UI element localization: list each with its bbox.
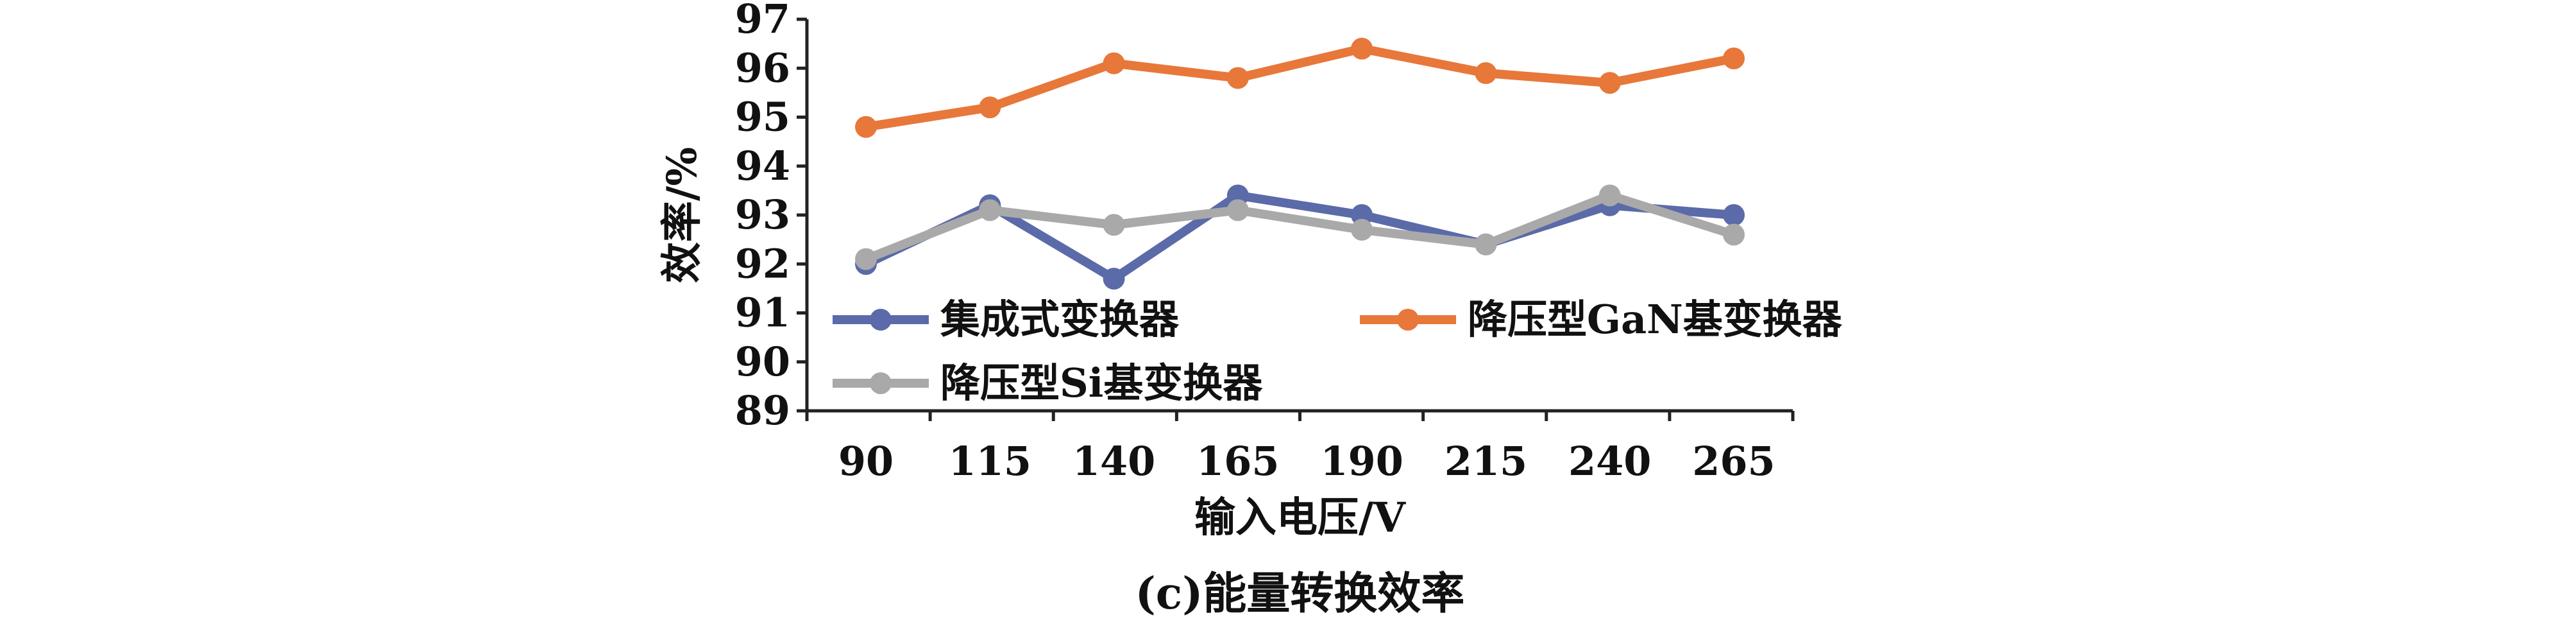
y-tick-label: 93 [735,191,790,238]
data-point [1351,37,1373,60]
series-line [864,191,1736,264]
data-point [855,248,877,270]
legend-label: 集成式变换器 [940,296,1180,343]
legend-item: 集成式变换器 [833,296,1180,343]
series-line [864,191,1734,284]
legend-item: 降压型Si基变换器 [833,359,1263,406]
data-point [1226,199,1249,221]
data-point [1103,268,1125,290]
data-point [1475,233,1497,255]
series-line [865,44,1735,132]
series-3 [855,184,1745,270]
x-tick-label: 215 [1445,438,1527,485]
y-tick-label: 97 [735,0,790,42]
legend-marker [870,372,892,394]
x-ticks: 90 115 140 165 190 215 240 265 [805,411,1795,485]
data-point [1103,52,1125,74]
data-point [979,96,1001,119]
y-tick-label: 94 [735,143,790,189]
legend-label: 降压型GaN基变换器 [1468,296,1843,343]
data-point [1598,184,1621,207]
data-point [855,116,877,138]
figure-caption: (c)能量转换效率 [1135,568,1465,619]
legend-marker [870,309,892,331]
data-point [1475,62,1497,84]
y-tick-label: 95 [735,94,790,141]
x-tick-label: 190 [1320,438,1403,485]
y-axis-label: 效率/% [658,147,706,283]
y-tick-label: 90 [735,338,790,385]
series-2 [855,37,1745,138]
legend-label: 降压型Si基变换器 [940,359,1263,406]
data-point [979,199,1001,221]
x-tick-label: 115 [949,438,1031,485]
x-tick-label: 165 [1196,438,1279,485]
y-tick-label: 89 [735,387,790,434]
y-tick-label: 91 [735,290,790,336]
y-tick-label: 92 [735,240,790,287]
x-tick-label: 140 [1072,438,1155,485]
x-tick-label: 240 [1568,438,1651,485]
series-layer [855,37,1745,290]
data-point [1351,218,1373,241]
legend-item: 降压型GaN基变换器 [1360,296,1843,343]
data-point [1226,67,1249,89]
x-axis-label: 输入电压/V [1194,494,1406,542]
x-tick-label: 265 [1692,438,1775,485]
legend-marker [1397,309,1419,331]
y-tick-label: 96 [735,44,790,91]
data-point [1723,204,1745,226]
data-point [1598,72,1621,94]
data-point [1723,48,1745,69]
x-tick-label: 90 [838,438,894,485]
data-point [1103,214,1125,236]
data-point [1723,223,1745,246]
